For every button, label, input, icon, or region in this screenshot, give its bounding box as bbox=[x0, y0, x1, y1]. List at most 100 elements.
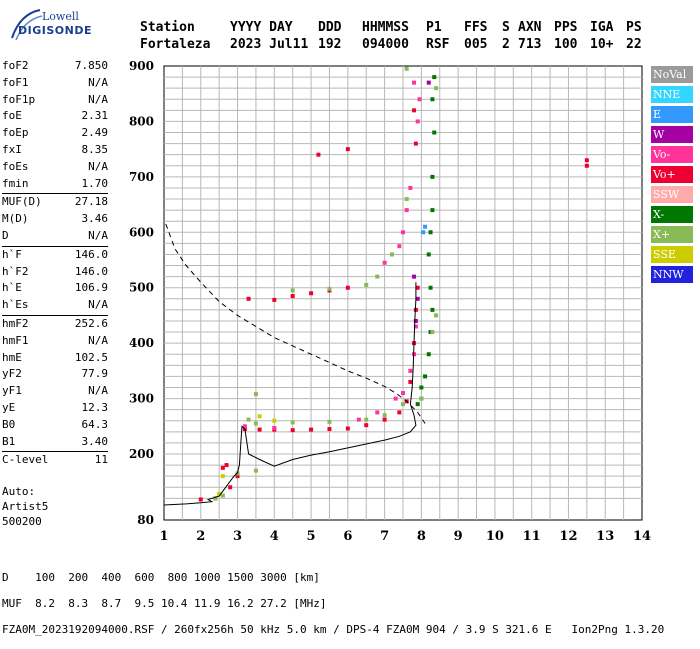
param-value: 252.6 bbox=[74, 316, 108, 330]
echo-point bbox=[198, 497, 203, 502]
logo-lowell-text: Lowell bbox=[42, 10, 79, 23]
x-tick-label: 7 bbox=[380, 529, 389, 544]
echo-point bbox=[364, 423, 369, 428]
param-label: fmin bbox=[2, 176, 29, 190]
echo-point bbox=[257, 414, 262, 419]
footer-file-info: FZA0M_2023192094000.RSF / 260fx256h 50 k… bbox=[2, 623, 665, 636]
legend-item: SSE bbox=[651, 246, 693, 263]
echo-point bbox=[290, 294, 295, 299]
param-label: MUF(D) bbox=[2, 195, 42, 209]
header-label-4: P1 bbox=[426, 20, 442, 35]
header-label-2: DDD bbox=[318, 20, 342, 35]
param-label: foF1 bbox=[2, 75, 29, 89]
param-row: foF1p N/A bbox=[2, 92, 108, 109]
echo-point bbox=[235, 474, 240, 479]
echo-point bbox=[430, 330, 435, 335]
y-tick-label: 600 bbox=[129, 225, 154, 239]
autoscaling-info: Auto: Artist5 500200 bbox=[2, 484, 48, 529]
echo-point bbox=[220, 474, 225, 479]
echo-point bbox=[364, 417, 369, 422]
x-tick-label: 3 bbox=[233, 529, 242, 544]
params-divider bbox=[2, 314, 108, 316]
echo-direction-legend: NoVal NNE E W Vo- Vo+ SSW X- X+ SSE NNW bbox=[651, 66, 693, 286]
echo-point bbox=[272, 425, 277, 430]
param-label: B1 bbox=[2, 434, 16, 448]
param-value: 3.40 bbox=[81, 434, 109, 448]
param-label: yF2 bbox=[2, 367, 22, 381]
param-label: h`F bbox=[2, 247, 22, 261]
param-value: N/A bbox=[88, 228, 108, 242]
echo-point bbox=[426, 352, 431, 357]
param-row: yF1 N/A bbox=[2, 383, 108, 400]
param-row: hmF1 N/A bbox=[2, 333, 108, 350]
echo-point bbox=[401, 391, 405, 396]
legend-item: X- bbox=[651, 206, 693, 223]
echo-point bbox=[316, 152, 321, 157]
electron-density-profile-line bbox=[165, 223, 426, 424]
echo-point bbox=[413, 307, 418, 312]
param-value: 102.5 bbox=[74, 350, 108, 364]
legend-item: SSW bbox=[651, 186, 693, 203]
legend-item: E bbox=[651, 106, 693, 123]
legend-item: NoVal bbox=[651, 66, 693, 83]
param-value: 8.35 bbox=[81, 142, 109, 156]
echo-point bbox=[364, 282, 369, 287]
echo-point bbox=[345, 147, 350, 152]
param-label: B0 bbox=[2, 417, 16, 431]
echo-point bbox=[327, 419, 332, 424]
param-value: N/A bbox=[88, 92, 108, 106]
echo-point bbox=[413, 318, 418, 323]
echo-point bbox=[584, 163, 589, 168]
header-value-3: 094000 bbox=[362, 37, 409, 52]
params-divider bbox=[2, 451, 108, 453]
echo-point bbox=[401, 230, 405, 235]
param-row: hmE 102.5 bbox=[2, 350, 108, 367]
echo-point bbox=[415, 119, 420, 124]
param-label: C-level bbox=[2, 453, 49, 467]
param-row: yE 12.3 bbox=[2, 400, 108, 417]
echo-point bbox=[401, 402, 405, 407]
echo-point bbox=[432, 75, 437, 80]
echo-point bbox=[428, 230, 433, 235]
header-label-9: IGA bbox=[590, 20, 614, 35]
header-value-1: 2023 Jul11 bbox=[230, 37, 309, 52]
header-label-3: HHMMSS bbox=[362, 20, 409, 35]
echo-point bbox=[428, 285, 433, 290]
echo-point bbox=[415, 296, 420, 301]
ionogram-chart: 1 2 3 4 5 6 7 8 9 10 11 12 13 14802003004005006007008… bbox=[129, 59, 651, 544]
echo-point bbox=[253, 421, 258, 426]
footer-muf-row: MUF 8.2 8.3 8.7 9.5 10.4 11.9 16.2 27.2 … bbox=[2, 597, 327, 610]
x-tick-label: 9 bbox=[454, 529, 463, 544]
echo-point bbox=[253, 392, 258, 397]
params-divider bbox=[2, 193, 108, 195]
param-value: N/A bbox=[88, 384, 108, 398]
echo-point bbox=[382, 417, 387, 422]
param-row: foF2 7.850 bbox=[2, 58, 108, 75]
param-value: 12.3 bbox=[81, 400, 109, 414]
param-value: N/A bbox=[88, 159, 108, 173]
param-row: fxI 8.35 bbox=[2, 142, 108, 159]
param-label: h`Es bbox=[2, 298, 29, 312]
echo-point bbox=[415, 285, 420, 290]
echo-point bbox=[404, 197, 409, 202]
legend-item: Vo+ bbox=[651, 166, 693, 183]
header-label-10: PS bbox=[626, 20, 642, 35]
x-tick-label: 6 bbox=[343, 529, 352, 544]
echo-point bbox=[419, 385, 424, 390]
header-value-6: 2 bbox=[502, 37, 510, 52]
legend-item: NNW bbox=[651, 266, 693, 283]
true-height-trace-line bbox=[163, 282, 417, 506]
echo-point bbox=[397, 410, 402, 415]
header-label-1: YYYY DAY bbox=[230, 20, 293, 35]
echo-point bbox=[413, 324, 418, 329]
echo-point bbox=[421, 230, 426, 235]
x-tick-label: 8 bbox=[417, 529, 426, 544]
legend-item: X+ bbox=[651, 226, 693, 243]
param-value: 1.70 bbox=[81, 176, 109, 190]
param-value: 27.18 bbox=[74, 195, 108, 209]
param-label: h`F2 bbox=[2, 264, 29, 278]
header-value-8: 100 bbox=[554, 37, 578, 52]
x-tick-label: 13 bbox=[596, 529, 614, 544]
param-row: h`Es N/A bbox=[2, 297, 108, 314]
header-label-7: AXN bbox=[518, 20, 542, 35]
